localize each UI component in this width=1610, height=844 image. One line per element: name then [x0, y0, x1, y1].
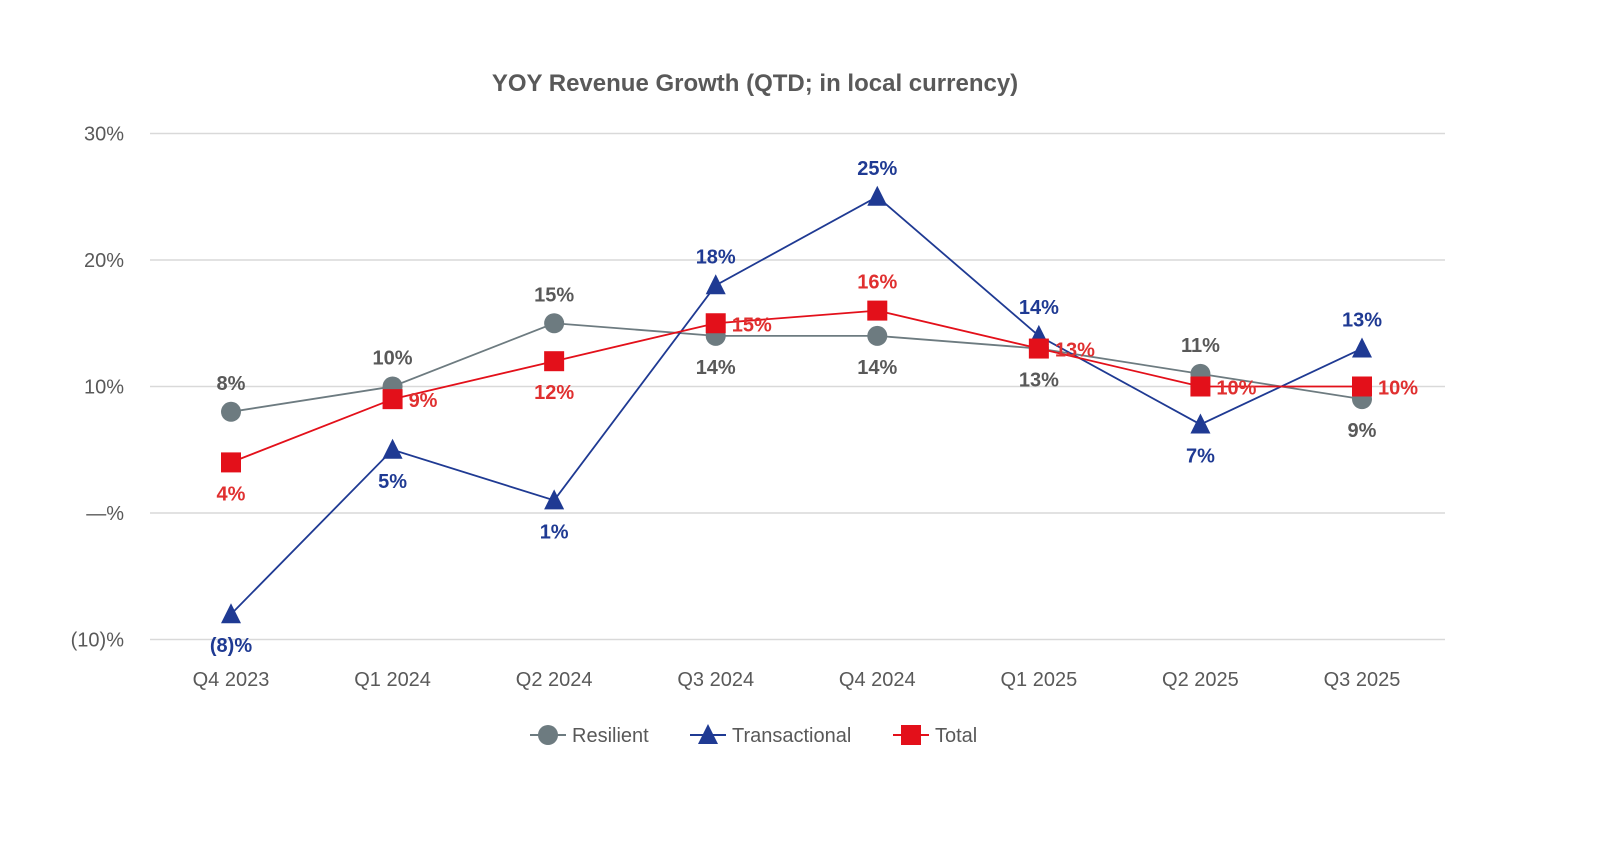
- total-marker: [221, 452, 241, 473]
- total-data-label: 15%: [732, 314, 772, 336]
- total-line: [230, 309, 1362, 464]
- resilient-data-label: 10%: [373, 348, 413, 370]
- total-marker: [1190, 376, 1211, 397]
- total-data-label: 13%: [1055, 340, 1095, 362]
- y-tick-label: —%: [86, 503, 124, 525]
- total-marker: [382, 389, 403, 410]
- resilient-data-label: 11%: [1181, 335, 1220, 357]
- x-tick-label: Q2 2024: [516, 669, 593, 691]
- total-data-label: 10%: [1216, 378, 1256, 400]
- resilient-marker: [867, 325, 888, 346]
- transactional-data-label: 1%: [540, 521, 569, 543]
- y-tick-label: (10)%: [71, 630, 125, 652]
- resilient-marker: [544, 313, 565, 334]
- resilient-marker: [221, 401, 241, 422]
- resilient-data-label: 15%: [534, 284, 574, 306]
- legend-resilient-circle-icon: [538, 725, 558, 745]
- total-data-label: 16%: [857, 272, 897, 294]
- transactional-marker: [221, 603, 241, 624]
- resilient-data-label: 8%: [217, 373, 246, 395]
- x-tick-label: Q4 2023: [193, 669, 270, 691]
- x-tick-label: Q4 2024: [839, 669, 916, 691]
- total-data-label: 10%: [1378, 378, 1418, 400]
- y-tick-label: 30%: [84, 124, 124, 146]
- y-tick-label: 10%: [84, 377, 124, 399]
- transactional-data-label: 25%: [857, 158, 897, 180]
- transactional-marker: [382, 438, 403, 459]
- resilient-data-label: 14%: [696, 357, 736, 379]
- legend-total-label: Total: [935, 725, 977, 747]
- x-tick-label: Q1 2025: [1000, 669, 1077, 691]
- legend-transactional-triangle-icon: [698, 724, 718, 744]
- transactional-data-label: 5%: [378, 471, 407, 493]
- x-tick-label: Q3 2024: [677, 669, 754, 691]
- transactional-line: [230, 195, 1363, 615]
- x-tick-label: Q2 2025: [1162, 669, 1239, 691]
- transactional-data-label: (8)%: [210, 635, 252, 657]
- legend-total-square-icon: [901, 725, 921, 745]
- legend-transactional-label: Transactional: [732, 725, 851, 747]
- transactional-marker: [1352, 337, 1372, 358]
- resilient-data-label: 9%: [1348, 420, 1377, 442]
- legend-resilient-label: Resilient: [572, 725, 649, 747]
- transactional-marker: [867, 185, 888, 206]
- resilient-line: [230, 322, 1363, 413]
- transactional-data-label: 7%: [1186, 445, 1215, 467]
- total-marker: [867, 300, 888, 321]
- x-tick-label: Q3 2025: [1324, 669, 1401, 691]
- total-data-label: 12%: [534, 382, 574, 404]
- transactional-marker: [544, 489, 565, 510]
- transactional-marker: [1190, 413, 1211, 434]
- total-data-label: 9%: [409, 390, 438, 412]
- total-marker: [705, 313, 726, 334]
- resilient-data-label: 14%: [857, 357, 897, 379]
- total-data-label: 4%: [217, 483, 246, 505]
- transactional-data-label: 18%: [696, 246, 736, 268]
- total-marker: [544, 351, 565, 372]
- transactional-marker: [705, 274, 726, 295]
- total-marker: [1352, 376, 1372, 397]
- chart-title: YOY Revenue Growth (QTD; in local curren…: [491, 70, 1019, 97]
- x-tick-label: Q1 2024: [354, 669, 431, 691]
- resilient-data-label: 13%: [1019, 370, 1059, 392]
- total-marker: [1028, 338, 1049, 359]
- transactional-data-label: 13%: [1342, 310, 1382, 332]
- y-tick-label: 20%: [84, 250, 124, 272]
- transactional-data-label: 14%: [1019, 297, 1059, 319]
